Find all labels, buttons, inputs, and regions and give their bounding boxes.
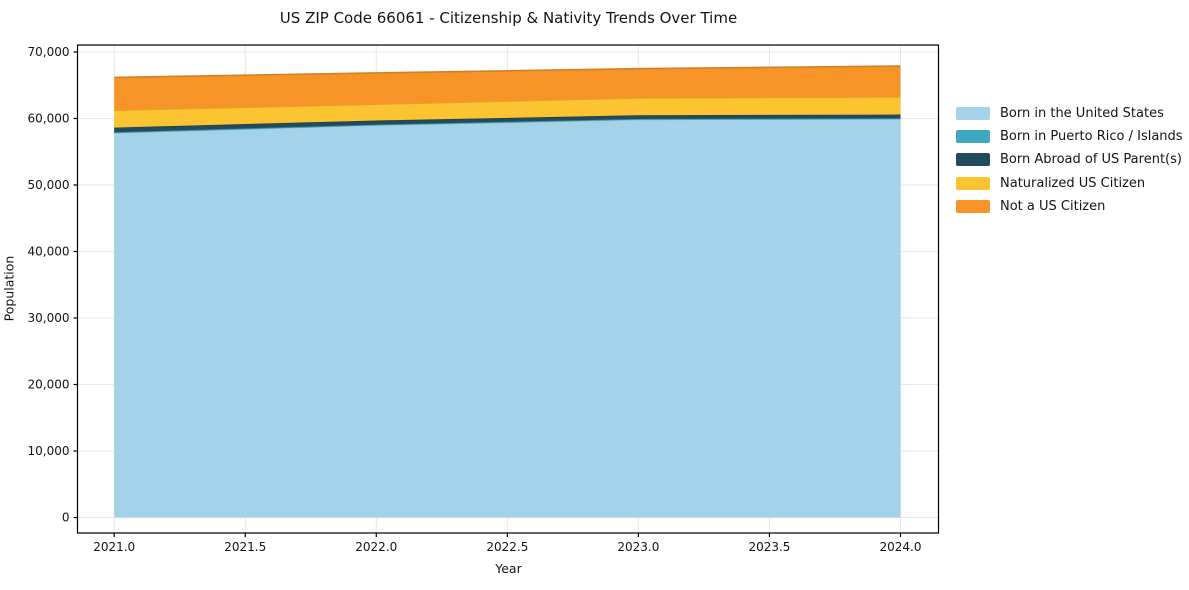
legend-swatch-naturalized-icon xyxy=(956,176,990,190)
legend-item: Born in the United States xyxy=(956,102,1183,125)
svg-text:30,000: 30,000 xyxy=(28,311,70,325)
svg-text:2022.0: 2022.0 xyxy=(355,540,397,554)
legend-label: Born in the United States xyxy=(1000,106,1164,122)
legend-swatch-born-in-us-icon xyxy=(956,107,990,121)
legend-item: Naturalized US Citizen xyxy=(956,172,1183,195)
svg-text:20,000: 20,000 xyxy=(28,377,70,391)
svg-text:2023.5: 2023.5 xyxy=(748,540,790,554)
y-axis-label: Population xyxy=(1,255,17,322)
legend-item: Born Abroad of US Parent(s) xyxy=(956,148,1183,171)
svg-text:2024.0: 2024.0 xyxy=(879,540,921,554)
legend-swatch-puerto-rico-icon xyxy=(956,130,990,144)
svg-text:2021.5: 2021.5 xyxy=(224,540,266,554)
svg-text:10,000: 10,000 xyxy=(28,444,70,458)
legend-item: Born in Puerto Rico / Islands xyxy=(956,125,1183,148)
svg-text:2022.5: 2022.5 xyxy=(486,540,528,554)
svg-text:50,000: 50,000 xyxy=(28,178,70,192)
legend-label: Naturalized US Citizen xyxy=(1000,175,1146,191)
svg-text:70,000: 70,000 xyxy=(28,45,70,59)
legend-label: Born Abroad of US Parent(s) xyxy=(1000,152,1182,168)
legend-swatch-not-citizen-icon xyxy=(956,199,990,213)
svg-text:40,000: 40,000 xyxy=(28,244,70,258)
legend-swatch-born-abroad-icon xyxy=(956,153,990,167)
svg-text:2021.0: 2021.0 xyxy=(93,540,135,554)
legend-label: Not a US Citizen xyxy=(1000,198,1106,214)
legend-label: Born in Puerto Rico / Islands xyxy=(1000,129,1183,145)
legend: Born in the United States Born in Puerto… xyxy=(956,102,1183,218)
x-axis-label: Year xyxy=(495,561,522,576)
legend-item: Not a US Citizen xyxy=(956,195,1183,218)
svg-text:2023.0: 2023.0 xyxy=(617,540,659,554)
chart-title: US ZIP Code 66061 - Citizenship & Nativi… xyxy=(279,9,738,27)
svg-text:0: 0 xyxy=(62,511,70,525)
svg-text:60,000: 60,000 xyxy=(28,111,70,125)
